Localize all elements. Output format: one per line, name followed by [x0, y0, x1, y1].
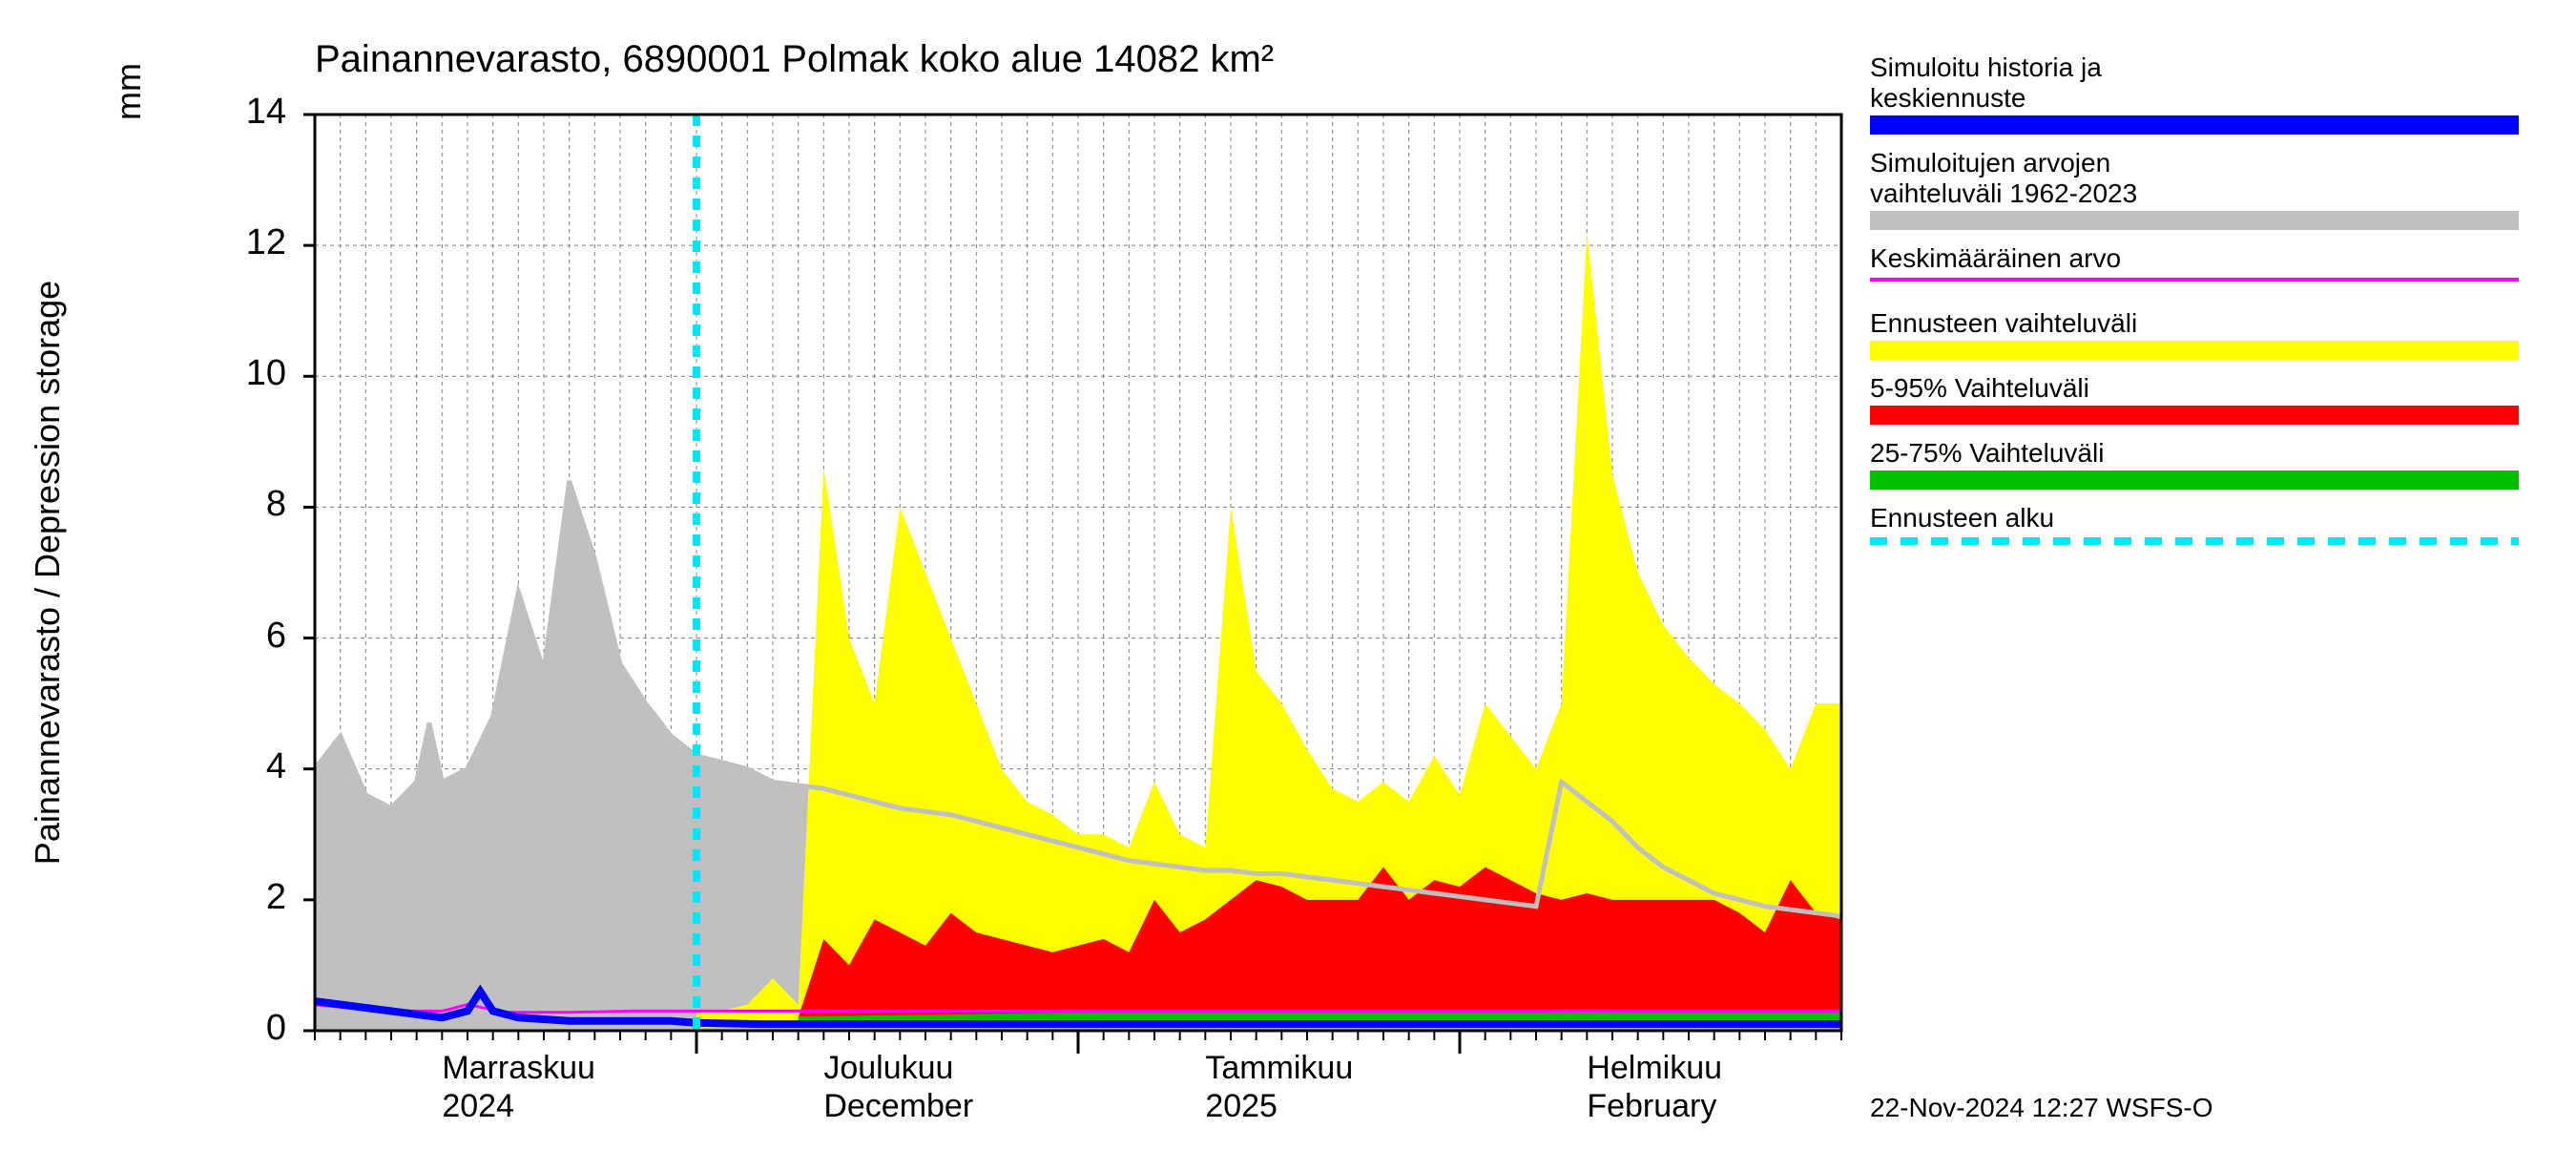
- legend-label: vaihteluväli 1962-2023: [1870, 178, 2137, 209]
- x-month-label: Helmikuu: [1587, 1050, 1722, 1087]
- legend-label: Keskimääräinen arvo: [1870, 243, 2121, 274]
- chart-footer-timestamp: 22-Nov-2024 12:27 WSFS-O: [1870, 1093, 2213, 1123]
- chart-title: Painannevarasto, 6890001 Polmak koko alu…: [315, 38, 1274, 81]
- legend-label: Simuloitu historia ja: [1870, 52, 2102, 83]
- x-month-sublabel: December: [823, 1088, 973, 1125]
- chart-svg: [0, 0, 2576, 1145]
- legend-label: keskiennuste: [1870, 83, 2025, 114]
- legend-label: Ennusteen vaihteluväli: [1870, 308, 2137, 339]
- y-tick-label: 0: [0, 1008, 286, 1049]
- x-month-sublabel: 2024: [442, 1088, 514, 1125]
- depression-storage-chart: Painannevarasto, 6890001 Polmak koko alu…: [0, 0, 2576, 1145]
- x-month-label: Marraskuu: [442, 1050, 595, 1087]
- y-tick-label: 14: [0, 92, 286, 133]
- legend-label: Simuloitujen arvojen: [1870, 148, 2110, 178]
- x-month-label: Tammikuu: [1205, 1050, 1353, 1087]
- legend-label: Ennusteen alku: [1870, 503, 2054, 533]
- y-tick-label: 8: [0, 484, 286, 525]
- y-tick-label: 12: [0, 222, 286, 263]
- y-tick-label: 4: [0, 746, 286, 787]
- y-tick-label: 2: [0, 877, 286, 918]
- x-month-sublabel: 2025: [1205, 1088, 1278, 1125]
- y-tick-label: 6: [0, 616, 286, 657]
- y-tick-label: 10: [0, 353, 286, 394]
- x-month-sublabel: February: [1587, 1088, 1716, 1125]
- legend-label: 25-75% Vaihteluväli: [1870, 438, 2104, 469]
- x-month-label: Joulukuu: [823, 1050, 953, 1087]
- legend-label: 5-95% Vaihteluväli: [1870, 373, 2089, 404]
